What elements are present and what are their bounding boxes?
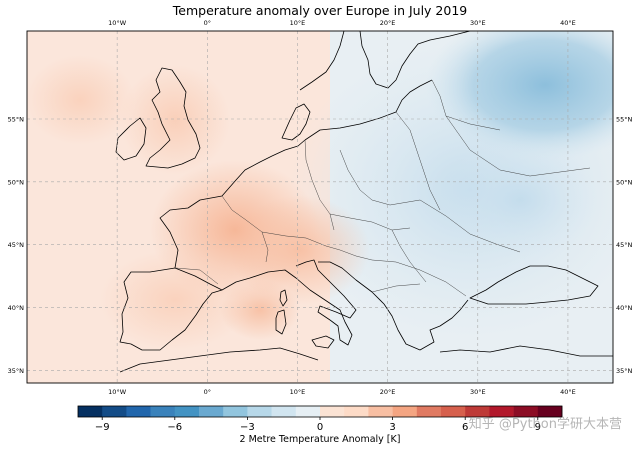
colorbar-tick-label: 3	[389, 422, 395, 433]
colorbar-segment	[223, 406, 248, 417]
lon-tick-label-top: 20°E	[380, 19, 396, 27]
colorbar-segment	[199, 406, 224, 417]
lon-tick-label-bottom: 40°E	[560, 388, 576, 396]
lon-tick-label-top: 40°E	[560, 19, 576, 27]
colorbar-tick-label: 6	[462, 422, 468, 433]
colorbar-segment	[247, 406, 272, 417]
coastlines	[115, 31, 613, 373]
colorbar-segment	[465, 406, 490, 417]
lat-tick-label-left: 50°N	[8, 178, 25, 186]
colorbar-segment	[344, 406, 369, 417]
lat-tick-label-right: 40°N	[616, 304, 633, 312]
colorbar-segment	[441, 406, 466, 417]
lon-tick-label-top: 30°E	[470, 19, 486, 27]
colorbar-segment	[320, 406, 345, 417]
lat-tick-label-right: 50°N	[616, 178, 633, 186]
colorbar-tick-label: 0	[317, 422, 323, 433]
colorbar-segment	[368, 406, 393, 417]
lon-tick-label-bottom: 10°W	[108, 388, 127, 396]
colorbar-tick-label: −6	[167, 422, 182, 433]
lat-tick-label-right: 35°N	[616, 367, 633, 375]
lon-tick-label-top: 10°W	[108, 19, 127, 27]
colorbar-segment	[392, 406, 418, 417]
lon-tick-label-bottom: 30°E	[470, 388, 486, 396]
watermark: 知乎 @Python学研大本营	[468, 417, 622, 432]
colorbar: −9 −6 −3 0 3 6 9	[77, 405, 563, 433]
lat-tick-label-right: 55°N	[616, 116, 633, 124]
colorbar-segment	[174, 406, 200, 417]
colorbar-segment	[416, 406, 442, 417]
lon-tick-label-top: 0°	[204, 19, 211, 27]
lon-tick-label-bottom: 20°E	[380, 388, 396, 396]
colorbar-segment	[271, 406, 297, 417]
colorbar-segment	[102, 406, 127, 417]
colorbar-segment	[150, 406, 176, 417]
colorbar-segment	[537, 406, 563, 417]
tick-labels: 10°W 10°W 0° 0° 10°E 10°E 20°E 20°E 30°E 30°E 40°E…	[8, 19, 633, 396]
lat-tick-label-left: 45°N	[8, 241, 25, 249]
map-frame	[26, 30, 614, 384]
colorbar-segment	[489, 406, 514, 417]
colorbar-tick-label: −9	[95, 422, 110, 433]
colorbar-segment	[513, 406, 539, 417]
colorbar-segment	[126, 406, 151, 417]
country-borders	[175, 79, 591, 297]
gridlines	[27, 31, 613, 383]
colorbar-segment	[295, 406, 321, 417]
lon-tick-label-bottom: 0°	[204, 388, 211, 396]
lon-tick-label-bottom: 10°E	[290, 388, 306, 396]
colorbar-tick-label: −3	[240, 422, 255, 433]
map-title: Temperature anomaly over Europe in July …	[172, 3, 468, 18]
lat-tick-label-left: 35°N	[8, 367, 25, 375]
anomaly-field	[27, 31, 613, 383]
lat-tick-label-left: 40°N	[8, 304, 25, 312]
colorbar-segment	[78, 406, 103, 417]
lat-tick-label-left: 55°N	[8, 116, 25, 124]
lon-tick-label-top: 10°E	[290, 19, 306, 27]
colorbar-tick-label: 9	[535, 422, 541, 433]
colorbar-label: 2 Metre Temperature Anomaly [K]	[239, 434, 401, 445]
lat-tick-label-right: 45°N	[616, 241, 633, 249]
